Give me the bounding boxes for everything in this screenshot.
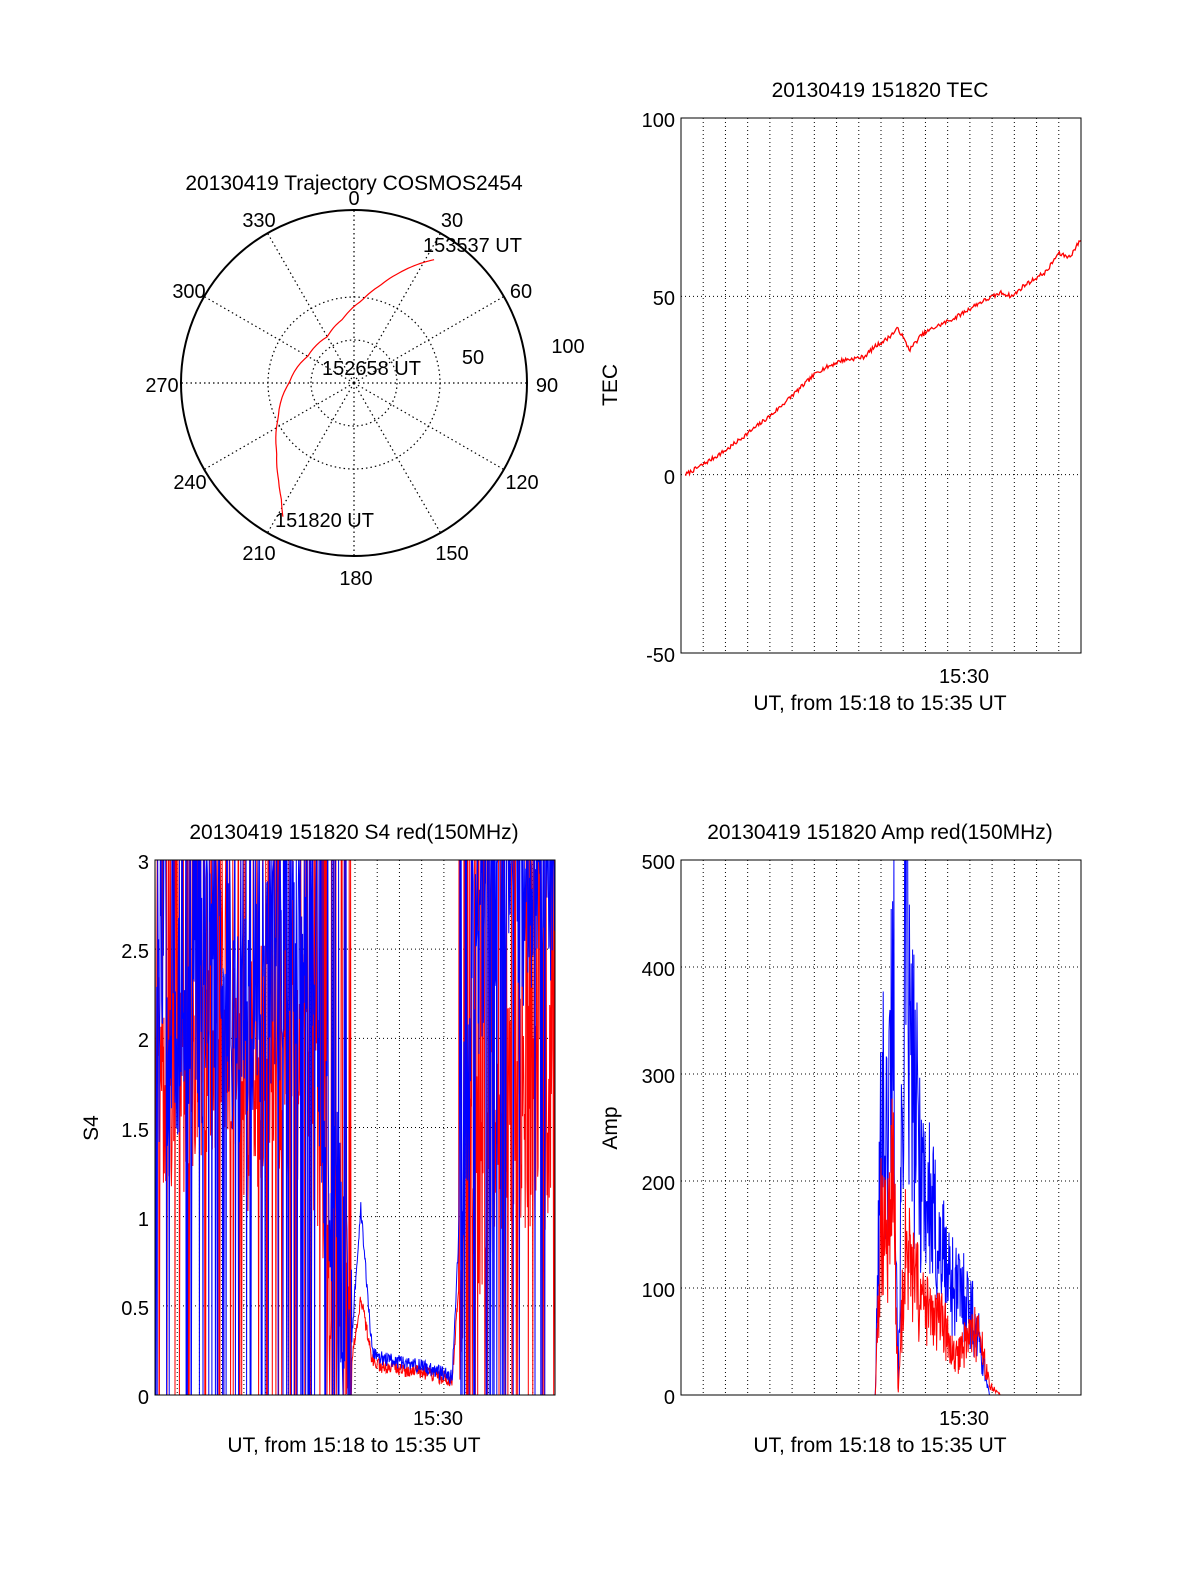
amp-ytick-0: 0 xyxy=(664,1387,675,1409)
s4-ytick-3: 3 xyxy=(138,852,149,874)
tec-title: 20130419 151820 TEC xyxy=(772,79,989,102)
polar-spoke xyxy=(353,232,442,384)
azimuth-label-300: 300 xyxy=(172,281,205,303)
azimuth-label-270: 270 xyxy=(145,375,178,397)
azimuth-label-90: 90 xyxy=(536,375,558,397)
s4-ylabel: S4 xyxy=(80,1115,103,1141)
polar-grid-circle xyxy=(310,339,398,427)
annotation-151820: 151820 UT xyxy=(275,510,374,532)
amp-ytick-500: 500 xyxy=(642,852,675,874)
azimuth-label-0: 0 xyxy=(348,188,359,210)
tec-grid xyxy=(681,118,1081,653)
polar-outer-circle xyxy=(180,209,528,557)
tec-ytick-minus50: -50 xyxy=(646,645,675,667)
s4-frame xyxy=(154,859,556,1396)
s4-grid xyxy=(155,860,555,1395)
s4-ytick-0.5: 0.5 xyxy=(121,1298,149,1320)
polar-spoke xyxy=(353,382,505,471)
tec-frame xyxy=(680,117,1082,654)
s4-xtick-1530: 15:30 xyxy=(413,1408,463,1430)
azimuth-labels: 0 30 60 90 120 150 180 210 240 270 300 3… xyxy=(145,188,558,590)
tec-panel: 20130419 151820 TEC 100 50 0 -50 TEC 15:… xyxy=(599,79,1082,715)
polar-title: 20130419 Trajectory COSMOS2454 xyxy=(185,172,523,195)
amp-title: 20130419 151820 Amp red(150MHz) xyxy=(707,821,1053,844)
polar-spoke xyxy=(353,295,505,384)
s4-ytick-0: 0 xyxy=(138,1387,149,1409)
tec-ylabel: TEC xyxy=(599,364,622,406)
trajectory-line xyxy=(275,259,435,517)
amp-xlabel: UT, from 15:18 to 15:35 UT xyxy=(753,1434,1006,1457)
polar-spoke xyxy=(353,382,442,534)
s4-red-line xyxy=(154,859,556,1396)
radius-label-50: 50 xyxy=(462,347,484,369)
radius-label-100: 100 xyxy=(551,336,584,358)
tec-ytick-0: 0 xyxy=(664,467,675,489)
azimuth-label-240: 240 xyxy=(173,472,206,494)
amp-xtick-1530: 15:30 xyxy=(939,1408,989,1430)
azimuth-label-30: 30 xyxy=(441,210,463,232)
s4-ytick-2: 2 xyxy=(138,1030,149,1052)
azimuth-label-330: 330 xyxy=(242,210,275,232)
tec-ytick-100: 100 xyxy=(642,110,675,132)
polar-spoke xyxy=(266,232,355,384)
azimuth-label-210: 210 xyxy=(242,543,275,565)
amp-panel: 20130419 151820 Amp red(150MHz) 500 400 … xyxy=(599,821,1082,1457)
polar-plot: 20130419 Trajectory COSMOS2454 0 30 60 9… xyxy=(145,172,584,590)
tec-xtick-1530: 15:30 xyxy=(939,666,989,688)
azimuth-label-60: 60 xyxy=(510,281,532,303)
tec-xlabel: UT, from 15:18 to 15:35 UT xyxy=(753,692,1006,715)
amp-ytick-300: 300 xyxy=(642,1066,675,1088)
s4-xlabel: UT, from 15:18 to 15:35 UT xyxy=(227,1434,480,1457)
s4-title: 20130419 151820 S4 red(150MHz) xyxy=(189,821,518,844)
azimuth-label-150: 150 xyxy=(435,543,468,565)
tec-series xyxy=(684,239,1082,477)
amp-ytick-100: 100 xyxy=(642,1280,675,1302)
polar-grid xyxy=(181,210,527,556)
s4-ytick-2.5: 2.5 xyxy=(121,941,149,963)
azimuth-label-180: 180 xyxy=(339,568,372,590)
tec-line xyxy=(684,239,1082,477)
amp-ytick-400: 400 xyxy=(642,959,675,981)
amp-ylabel: Amp xyxy=(599,1106,622,1149)
s4-ytick-1.5: 1.5 xyxy=(121,1120,149,1142)
annotation-152658: 152658 UT xyxy=(322,358,421,380)
polar-spoke xyxy=(203,382,355,471)
amp-frame xyxy=(680,859,1082,1396)
annotation-153537: 153537 UT xyxy=(423,235,522,257)
amp-ytick-200: 200 xyxy=(642,1173,675,1195)
azimuth-label-120: 120 xyxy=(505,472,538,494)
s4-panel: 20130419 151820 S4 red(150MHz) 3 2.5 2 1… xyxy=(80,821,556,1457)
polar-spoke xyxy=(203,295,355,384)
s4-ytick-1: 1 xyxy=(138,1209,149,1231)
tec-ytick-50: 50 xyxy=(653,288,675,310)
